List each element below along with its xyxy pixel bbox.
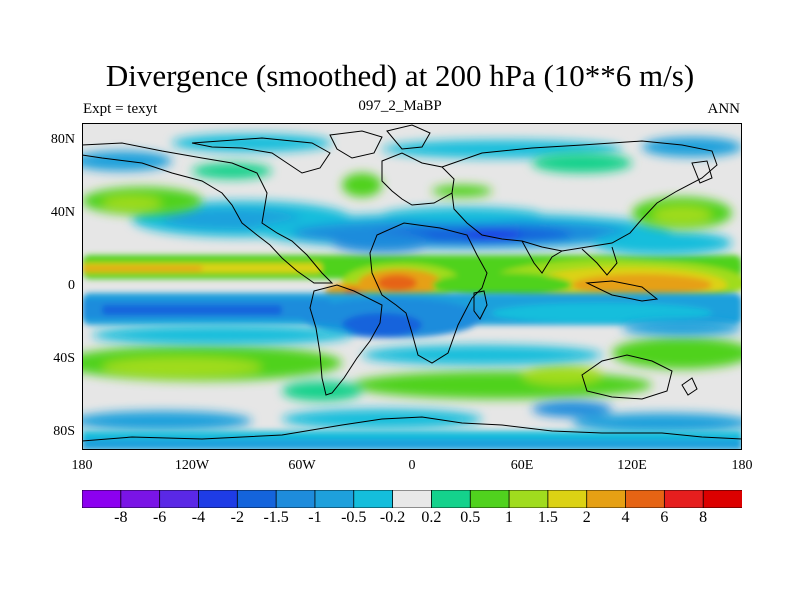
colorbar-tick-label: 2	[582, 509, 591, 526]
experiment-label: Expt = texyt	[83, 101, 158, 117]
polar-south-band	[82, 431, 742, 450]
lat-label-80n: 80N	[50, 132, 75, 147]
lon-label-120w: 120W	[174, 458, 210, 473]
colorbar-swatch	[663, 490, 705, 508]
colorbar-swatch	[586, 490, 627, 508]
colorbar-tick-label: -4	[191, 509, 206, 526]
lat-label-40s: 40S	[53, 351, 75, 366]
colorbar-tick-label: 0.5	[460, 509, 481, 526]
colorbar	[82, 490, 742, 508]
colorbar-swatch	[469, 490, 510, 508]
lon-label-60w: 60W	[288, 458, 316, 473]
colorbar-swatch	[431, 490, 472, 508]
colorbar-swatch	[236, 490, 278, 508]
colorbar-swatch	[198, 490, 239, 508]
colorbar-swatch	[82, 490, 122, 508]
colorbar-swatch	[353, 490, 394, 508]
lon-label-180w: 180	[71, 458, 93, 473]
lon-label-60e: 60E	[510, 458, 534, 473]
colorbar-swatch	[275, 490, 316, 508]
colorbar-swatch	[702, 490, 742, 508]
northern-divergence-patches	[82, 153, 732, 229]
colorbar-tick-label: 0.2	[421, 509, 442, 526]
plot-title: Divergence (smoothed) at 200 hPa (10**6 …	[105, 58, 695, 93]
colorbar-swatch	[120, 490, 161, 508]
southern-convergence-band	[82, 320, 742, 433]
colorbar-tick-label: -1	[308, 509, 322, 526]
lon-label-0: 0	[408, 458, 416, 473]
colorbar-swatch	[547, 490, 588, 508]
colorbar-tick-label: -0.5	[341, 509, 367, 526]
lon-label-120e: 120E	[617, 458, 647, 473]
southern-divergence-band	[82, 337, 742, 401]
colorbar-swatch	[314, 490, 355, 508]
lat-label-80s: 80S	[53, 424, 75, 439]
colorbar-swatch	[159, 490, 200, 508]
colorbar-tick-label: -8	[114, 509, 128, 526]
map-frame	[82, 123, 742, 450]
colorbar-tick-label: 1.5	[537, 509, 558, 526]
colorbar-tick-label: -1.5	[263, 509, 289, 526]
colorbar-tick-label: 6	[660, 509, 669, 526]
northern-convergence	[82, 134, 742, 255]
divergence-map	[82, 123, 742, 450]
case-label: 097_2_MaBP	[358, 98, 442, 114]
lat-label-eq: 0	[68, 278, 75, 293]
colorbar-tick-label: -2	[230, 509, 244, 526]
colorbar-swatch	[625, 490, 666, 508]
colorbar-tick-label: 4	[621, 509, 630, 526]
colorbar-swatch	[392, 490, 433, 508]
season-label: ANN	[707, 101, 741, 117]
colorbar-tick-label: 1	[505, 509, 514, 526]
colorbar-tick-label: 8	[699, 509, 708, 526]
lon-label-180e: 180	[731, 458, 753, 473]
colorbar-tick-label: -0.2	[379, 509, 406, 526]
lat-label-40n: 40N	[50, 205, 75, 220]
coastlines	[82, 124, 742, 442]
colorbar-swatch	[508, 490, 549, 508]
colorbar-tick-label: -6	[152, 509, 167, 526]
tropical-convergence-band	[82, 293, 742, 338]
